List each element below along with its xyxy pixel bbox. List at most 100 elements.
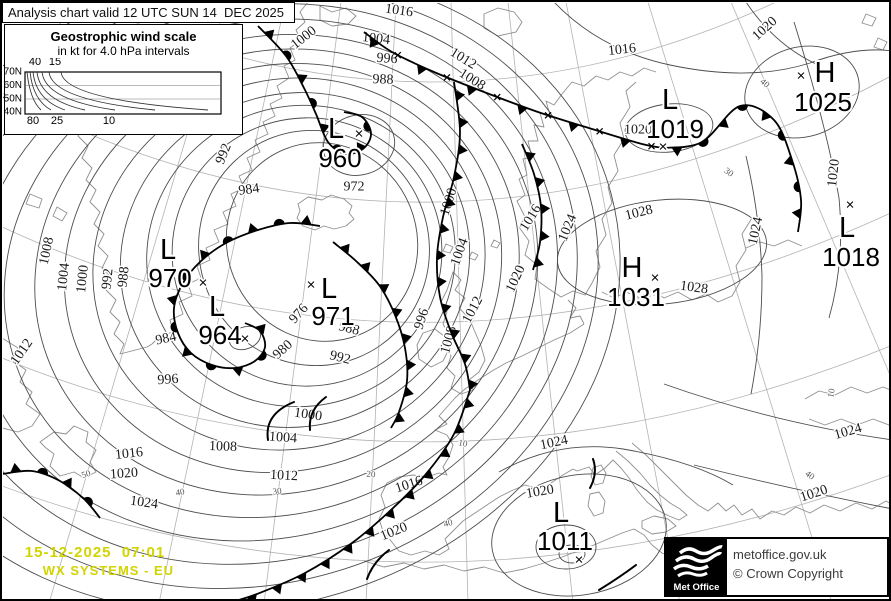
svg-text:H: H [622, 252, 643, 284]
svg-text:1024: 1024 [832, 421, 863, 443]
svg-text:1008: 1008 [37, 236, 57, 267]
svg-text:1016: 1016 [384, 2, 414, 20]
svg-text:1020: 1020 [750, 14, 781, 44]
logo-waves-icon [672, 545, 723, 578]
svg-text:1020: 1020 [825, 158, 843, 187]
wind-scale-subtitle: in kt for 4.0 hPa intervals [57, 44, 190, 58]
svg-text:1004: 1004 [55, 262, 73, 291]
svg-text:60N: 60N [5, 80, 22, 91]
svg-text:40: 40 [758, 76, 772, 90]
svg-text:25: 25 [51, 115, 63, 127]
system-label: WX SYSTEMS - EU [42, 563, 175, 578]
svg-text:984: 984 [154, 329, 178, 348]
svg-text:1024: 1024 [746, 216, 766, 247]
website-text: metoffice.gov.uk [733, 547, 827, 562]
met-office-logo: Met Office [666, 539, 727, 595]
wind-scale-box: Geostrophic wind scale in kt for 4.0 hPa… [4, 24, 243, 135]
svg-text:1000: 1000 [74, 264, 92, 293]
chart-title-bar: Analysis chart valid 12 UTC SUN 14 DEC 2… [2, 2, 295, 23]
svg-text:996: 996 [157, 372, 179, 388]
svg-text:1012: 1012 [460, 294, 486, 326]
svg-text:×: × [651, 270, 660, 287]
svg-text:L: L [321, 273, 337, 305]
svg-text:×: × [797, 68, 806, 85]
chart-title: Analysis chart valid 12 UTC SUN 14 DEC 2… [8, 5, 285, 20]
svg-text:L: L [160, 234, 176, 266]
svg-text:988: 988 [115, 266, 132, 288]
svg-text:976: 976 [286, 301, 311, 327]
svg-text:1024: 1024 [539, 433, 570, 453]
svg-text:1025: 1025 [794, 87, 852, 117]
svg-text:1031: 1031 [607, 282, 665, 312]
svg-text:1008: 1008 [209, 439, 238, 455]
svg-text:H: H [815, 57, 836, 89]
svg-text:1012: 1012 [8, 336, 36, 368]
svg-text:×: × [199, 275, 208, 292]
svg-text:40: 40 [175, 486, 186, 497]
svg-text:1018: 1018 [822, 242, 880, 272]
svg-text:×: × [241, 331, 250, 348]
svg-text:L: L [209, 291, 225, 323]
svg-text:40: 40 [443, 517, 454, 529]
svg-text:L: L [839, 212, 855, 244]
issue-stamp: 15-12-2025 07:01 WX SYSTEMS - EU [7, 526, 174, 598]
wind-scale-title: Geostrophic wind scale [50, 29, 197, 44]
svg-text:×: × [575, 552, 584, 569]
svg-text:40: 40 [803, 468, 817, 482]
issue-timestamp: 15-12-2025 07:01 [24, 544, 166, 561]
svg-text:L: L [328, 113, 344, 145]
svg-text:10: 10 [103, 115, 115, 127]
svg-text:70N: 70N [5, 67, 22, 78]
svg-text:20: 20 [366, 469, 376, 480]
trough-layer [266, 396, 637, 591]
svg-text:30: 30 [272, 486, 282, 497]
svg-text:1020: 1020 [525, 482, 555, 502]
svg-text:40N: 40N [5, 107, 22, 118]
svg-text:992: 992 [99, 268, 116, 290]
svg-text:970: 970 [148, 263, 191, 293]
branding-block: Met Office metoffice.gov.uk © Crown Copy… [664, 537, 889, 597]
svg-text:984: 984 [238, 181, 261, 199]
svg-text:992: 992 [213, 141, 235, 166]
svg-text:960: 960 [318, 143, 361, 173]
svg-text:1028: 1028 [679, 279, 709, 298]
svg-text:988: 988 [372, 72, 394, 88]
svg-text:50: 50 [80, 468, 92, 480]
svg-text:1011: 1011 [537, 526, 593, 556]
svg-text:971: 971 [311, 301, 354, 331]
svg-text:10: 10 [458, 437, 469, 448]
svg-text:1004: 1004 [448, 236, 472, 267]
svg-text:×: × [355, 126, 364, 143]
svg-text:80: 80 [27, 115, 39, 127]
svg-text:L: L [553, 497, 569, 529]
svg-text:10: 10 [825, 387, 836, 398]
svg-text:992: 992 [328, 348, 352, 368]
svg-text:×: × [846, 197, 855, 214]
front-layer [3, 25, 803, 599]
svg-text:1004: 1004 [269, 430, 298, 447]
svg-text:988: 988 [337, 319, 361, 339]
svg-text:1000: 1000 [293, 406, 323, 425]
svg-text:50N: 50N [5, 94, 22, 105]
svg-text:996: 996 [412, 307, 433, 332]
svg-text:1016: 1016 [607, 41, 636, 59]
logo-label: Met Office [673, 582, 720, 593]
svg-text:15: 15 [49, 58, 61, 68]
svg-text:1020: 1020 [624, 123, 652, 138]
svg-text:×: × [307, 277, 316, 294]
svg-text:972: 972 [344, 180, 365, 195]
svg-text:40: 40 [29, 58, 41, 68]
svg-text:×: × [659, 139, 668, 156]
credit-box: metoffice.gov.uk © Crown Copyright [727, 539, 887, 595]
svg-text:1020: 1020 [798, 483, 829, 506]
svg-text:964: 964 [198, 320, 241, 350]
svg-text:1020: 1020 [110, 466, 139, 483]
svg-text:L: L [662, 84, 678, 116]
copyright-text: © Crown Copyright [733, 565, 844, 581]
svg-text:1020: 1020 [503, 263, 528, 295]
svg-text:30: 30 [722, 165, 736, 179]
svg-text:1020: 1020 [378, 520, 410, 544]
